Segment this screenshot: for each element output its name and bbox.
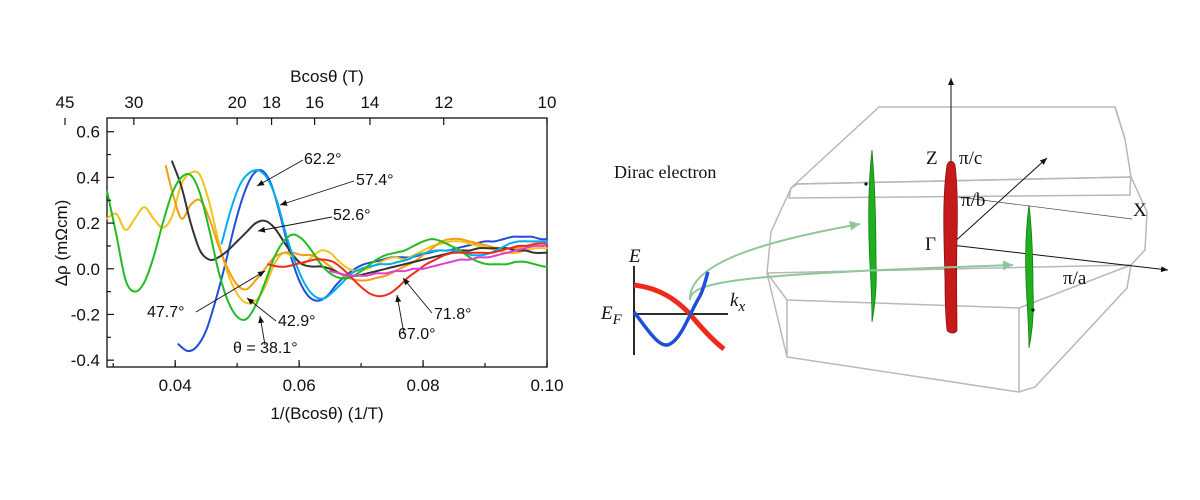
y-tick-label: -0.2 bbox=[71, 305, 100, 324]
top-tick-label: 12 bbox=[434, 93, 453, 112]
top-tick-label: 45 bbox=[56, 93, 75, 112]
dirac-pocket-right bbox=[1025, 204, 1034, 349]
bz-corner bbox=[1114, 106, 1126, 140]
annotation-leader bbox=[402, 277, 433, 314]
annotation-label: 57.4° bbox=[356, 172, 394, 189]
fermi-level-label: EF bbox=[600, 303, 623, 328]
top-tick-label: 14 bbox=[360, 93, 379, 112]
y-tick-label: 0.6 bbox=[76, 123, 100, 142]
y-ticks: -0.4 -0.2 0.0 0.2 0.4 0.6 bbox=[71, 123, 114, 370]
annotation-leader bbox=[395, 294, 405, 335]
energy-label: E bbox=[628, 246, 641, 267]
annotation-label: 47.7° bbox=[147, 304, 185, 321]
red-band bbox=[633, 282, 726, 351]
pocket-dot bbox=[864, 182, 868, 186]
ky-axis bbox=[950, 157, 1048, 246]
top-tick-label: 20 bbox=[228, 93, 247, 112]
top-tick-label: 10 bbox=[538, 93, 557, 112]
x-tick-label: 0.10 bbox=[530, 376, 563, 395]
x-ticks: 0.04 0.06 0.08 0.10 bbox=[112, 360, 564, 395]
blue-band bbox=[632, 271, 710, 347]
bz-left-edge bbox=[766, 187, 792, 274]
y-tick-label: 0.0 bbox=[76, 260, 100, 279]
pi-a-label: π/a bbox=[1063, 268, 1087, 289]
x-tick-label: 0.06 bbox=[283, 376, 316, 395]
series-line-2 bbox=[164, 165, 548, 291]
x-tick-label: 0.08 bbox=[407, 376, 440, 395]
annotation-leader bbox=[256, 159, 304, 187]
annotation-label: 52.6° bbox=[333, 207, 371, 224]
arrow-to-left-pocket bbox=[688, 220, 861, 301]
dirac-electron-label: Dirac electron bbox=[614, 162, 716, 182]
y-tick-label: 0.2 bbox=[76, 214, 100, 233]
pi-c-label: π/c bbox=[959, 148, 982, 169]
bz-right-cap bbox=[1130, 176, 1148, 266]
annotation-leader bbox=[258, 315, 266, 346]
dirac-diagram: Dirac electron bbox=[600, 78, 1169, 393]
curves bbox=[106, 160, 548, 353]
annotation-leader bbox=[195, 270, 266, 313]
central-pocket bbox=[943, 160, 958, 334]
series-line-0 bbox=[177, 168, 548, 353]
kx-label: kx bbox=[730, 290, 745, 315]
annotation-label: θ = 38.1° bbox=[233, 340, 298, 357]
series-line-6 bbox=[267, 242, 548, 298]
bz-upper-band bbox=[788, 176, 1132, 199]
bz-lower-band bbox=[766, 264, 1132, 309]
y-tick-label: -0.4 bbox=[71, 351, 100, 370]
z-point-label: Z bbox=[926, 148, 938, 169]
band-inset: E EF kx bbox=[600, 246, 745, 355]
bz-bottom-outline bbox=[766, 264, 1132, 393]
pocket-dot bbox=[1031, 308, 1035, 312]
annotation-label: 42.9° bbox=[278, 313, 316, 330]
series-line-3 bbox=[171, 160, 548, 277]
top-tick-label: 30 bbox=[124, 93, 143, 112]
top-tick-label: 18 bbox=[262, 93, 281, 112]
gamma-point-label: Γ bbox=[925, 234, 936, 255]
oscillation-chart: 62.2° 57.4° 52.6° 47.7° 42.9° θ = 38.1° 67.0° 7… bbox=[52, 67, 564, 423]
annotation-leader bbox=[279, 180, 355, 206]
x-point-label: X bbox=[1133, 200, 1147, 221]
annotation-leader bbox=[246, 297, 277, 322]
x-axis-title: 1/(Bcosθ) (1/T) bbox=[270, 404, 383, 423]
pi-b-label: π/b bbox=[961, 190, 985, 211]
plot-frame bbox=[106, 117, 548, 368]
series-line-4 bbox=[220, 169, 548, 300]
annotation-label: 62.2° bbox=[304, 151, 342, 168]
top-tick-label: 16 bbox=[305, 93, 324, 112]
y-tick-label: 0.4 bbox=[76, 168, 100, 187]
y-axis-title: Δρ (mΩcm) bbox=[52, 200, 71, 287]
annotation-label: 71.8° bbox=[434, 306, 472, 323]
kx-axis bbox=[950, 244, 1169, 273]
series-line-7 bbox=[329, 242, 548, 277]
pi-b-leader bbox=[957, 196, 1133, 220]
arrow-to-right-pocket bbox=[689, 260, 1014, 301]
annotation-leader bbox=[257, 216, 333, 233]
top-axis-title: Bcosθ (T) bbox=[290, 67, 364, 86]
annotations: 62.2° 57.4° 52.6° 47.7° 42.9° θ = 38.1° 67.0° 7… bbox=[147, 151, 472, 357]
annotation-label: 67.0° bbox=[398, 326, 436, 343]
series-line-5 bbox=[106, 172, 548, 321]
dirac-pocket-left bbox=[868, 149, 877, 323]
x-tick-label: 0.04 bbox=[159, 376, 192, 395]
top-ticks: 45 30 20 18 16 14 12 10 bbox=[56, 93, 557, 125]
